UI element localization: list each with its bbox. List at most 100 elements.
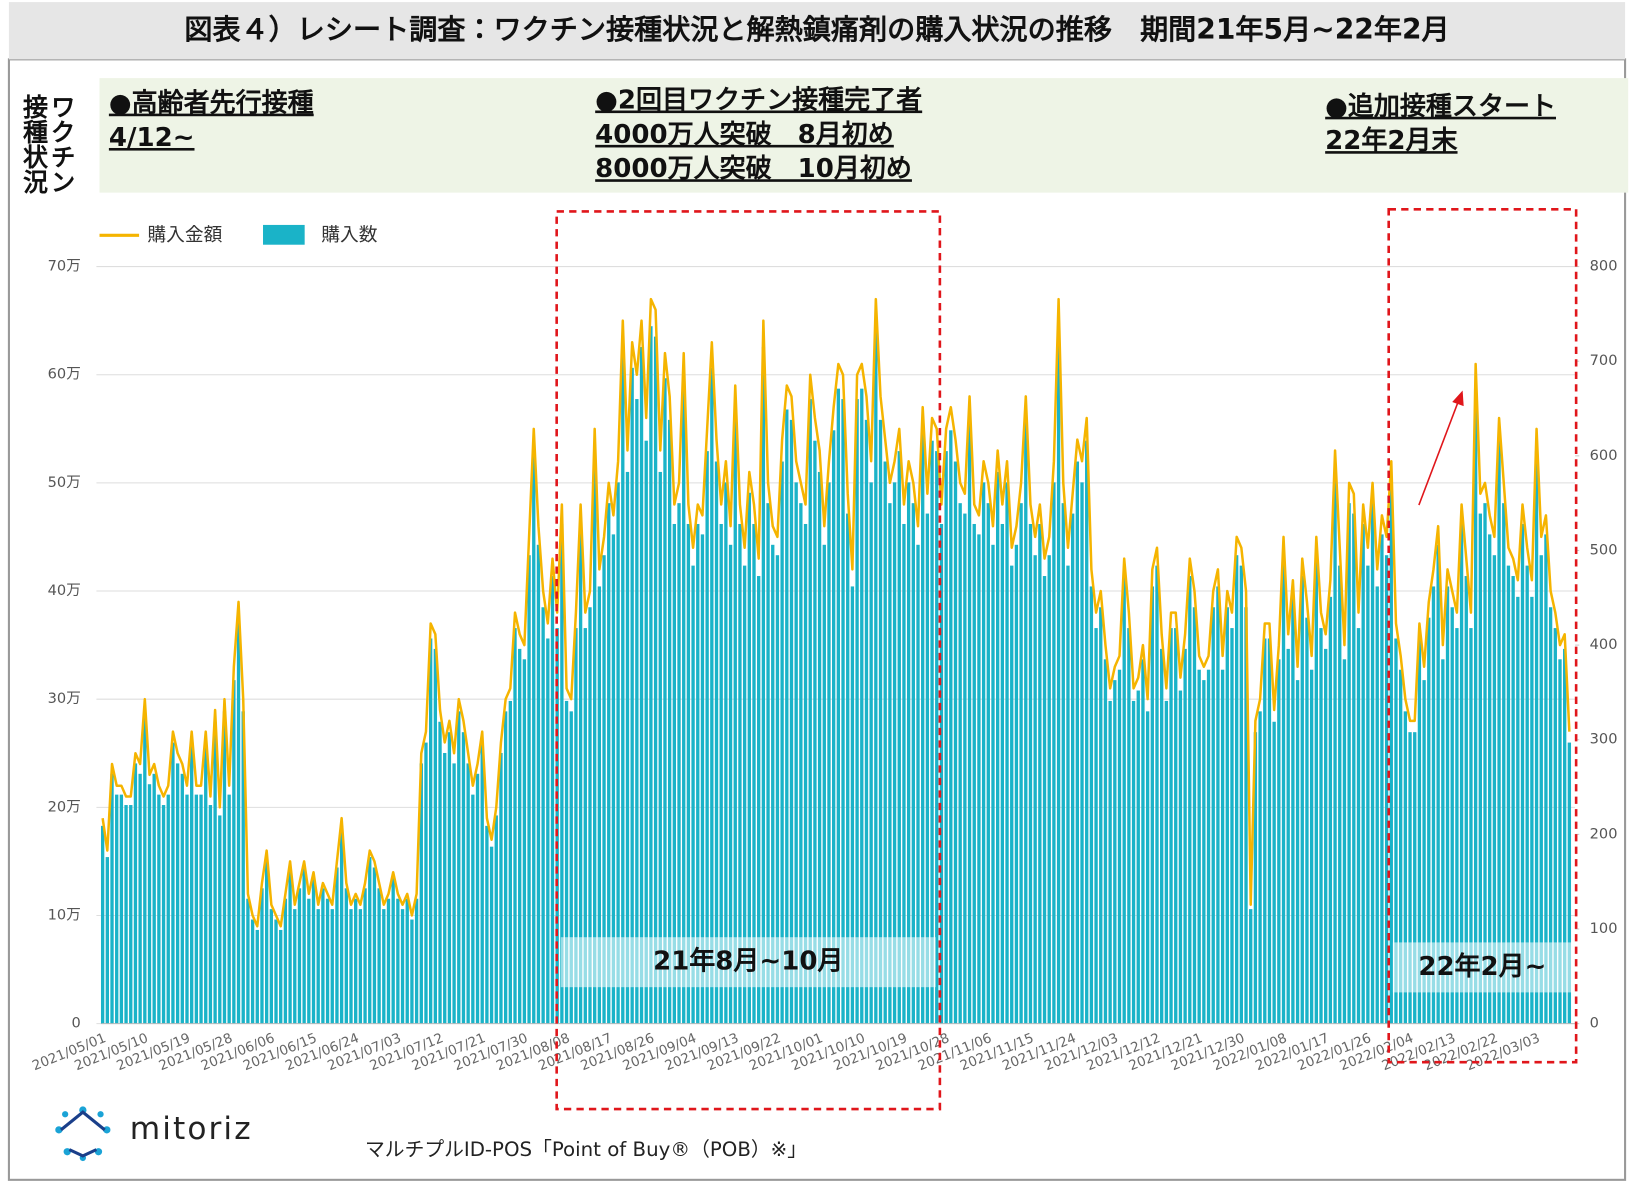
bar <box>583 628 587 1024</box>
bar <box>503 711 508 1024</box>
bar <box>1056 326 1061 1024</box>
bar <box>246 898 250 1024</box>
bar <box>1061 503 1065 1024</box>
bar <box>443 752 447 1024</box>
bar <box>1319 628 1323 1024</box>
bar <box>1160 648 1164 1024</box>
bar <box>438 721 442 1024</box>
bar <box>771 544 775 1024</box>
bar <box>522 659 527 1024</box>
bar <box>288 867 292 1024</box>
bar <box>1024 419 1028 1024</box>
bar <box>1347 503 1351 1024</box>
bar <box>1014 544 1019 1024</box>
bar <box>335 867 339 1024</box>
bar <box>700 534 705 1024</box>
bar <box>1281 555 1286 1024</box>
bar <box>1403 711 1408 1024</box>
bar <box>691 565 695 1024</box>
bar <box>232 680 236 1024</box>
bar <box>119 794 124 1024</box>
bar <box>1047 555 1051 1024</box>
bar <box>757 576 761 1024</box>
bar <box>264 857 269 1024</box>
bar <box>1178 690 1183 1024</box>
bar <box>1450 607 1454 1024</box>
bar <box>841 399 845 1024</box>
bar <box>1361 523 1365 1024</box>
bar <box>714 461 719 1024</box>
bar <box>916 544 920 1024</box>
bar <box>728 544 733 1024</box>
bar <box>1431 586 1436 1024</box>
legend-label: 購入数 <box>321 225 377 246</box>
bar <box>1174 628 1178 1024</box>
bar <box>1563 648 1567 1024</box>
bar <box>382 909 386 1024</box>
bar <box>986 503 990 1024</box>
bar <box>1272 721 1276 1024</box>
bar <box>400 909 405 1024</box>
bar <box>1267 638 1272 1024</box>
y2-tick-label: 300 <box>1590 731 1618 748</box>
bar <box>489 846 494 1024</box>
bar <box>1295 680 1300 1024</box>
bar <box>414 898 419 1024</box>
bar <box>541 607 545 1024</box>
bar <box>550 576 555 1024</box>
bar <box>339 825 344 1024</box>
bar <box>902 523 906 1024</box>
bar <box>1042 576 1047 1024</box>
bar <box>354 898 358 1024</box>
bar <box>1244 607 1248 1024</box>
annotation: 8000万人突破 10月初め <box>595 154 912 184</box>
logo: mitoriz <box>55 1106 251 1162</box>
bar <box>611 534 616 1024</box>
bar <box>485 825 489 1024</box>
y2-tick-label: 400 <box>1590 636 1618 653</box>
bar <box>1085 440 1089 1024</box>
bar <box>480 742 484 1024</box>
bar <box>147 784 152 1024</box>
bar <box>1333 471 1337 1024</box>
bar <box>1464 576 1468 1024</box>
highlight-band <box>1392 942 1572 993</box>
bar <box>1417 638 1422 1024</box>
plot: 0 10万 20万 30万 40万 50万 60万 70万 0 100 200 300 400 500 60… <box>30 225 1617 1074</box>
annotation: ●追加接種スタート <box>1325 91 1556 122</box>
bar <box>1206 669 1211 1024</box>
bar <box>1366 565 1370 1024</box>
line <box>101 297 1571 928</box>
bar <box>363 888 367 1024</box>
bar <box>1502 503 1506 1024</box>
bar <box>1483 503 1487 1024</box>
bar <box>977 534 981 1024</box>
bar <box>1520 523 1525 1024</box>
bar <box>124 805 128 1024</box>
bar <box>1567 742 1572 1024</box>
y-tick-label: 70万 <box>48 258 81 275</box>
bar <box>607 503 611 1024</box>
bar <box>560 523 564 1024</box>
bar <box>1263 638 1267 1024</box>
bar <box>1033 555 1037 1024</box>
bar <box>1375 586 1379 1024</box>
bar <box>1038 523 1042 1024</box>
bar <box>972 523 976 1024</box>
bar <box>1394 638 1398 1024</box>
bar <box>635 399 639 1024</box>
bar <box>906 482 911 1024</box>
bar <box>883 461 887 1024</box>
bar <box>321 888 325 1024</box>
bar <box>518 648 522 1024</box>
bar <box>386 898 391 1024</box>
bar <box>349 909 353 1024</box>
y2-tick-label: 600 <box>1590 447 1618 464</box>
bar <box>564 700 569 1024</box>
bar <box>1188 576 1192 1024</box>
chart-title: 図表４）レシート調査：ワクチン接種状況と解熱鎮痛剤の購入状況の推移 期間21年5… <box>184 13 1449 46</box>
bar <box>396 898 400 1024</box>
bar <box>1530 596 1534 1024</box>
trend-arrow <box>1418 400 1460 506</box>
bar <box>129 805 133 1024</box>
